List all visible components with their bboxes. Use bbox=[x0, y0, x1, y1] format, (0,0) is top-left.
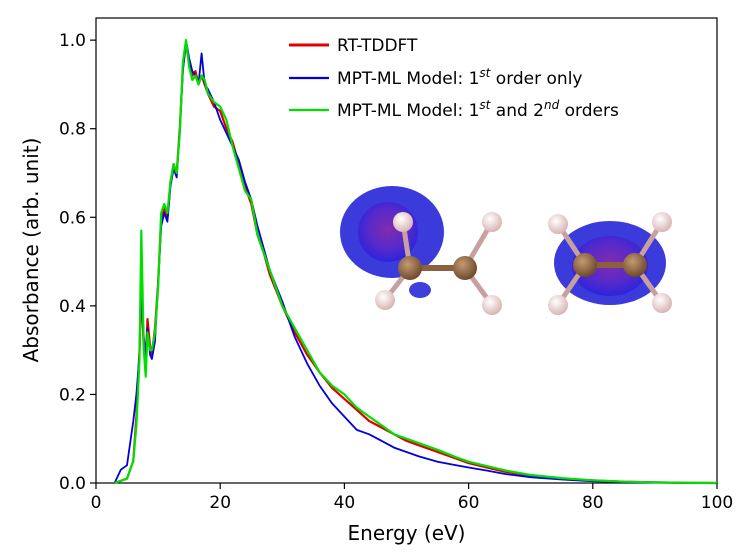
y-tick-label: 0.0 bbox=[59, 474, 86, 494]
series-layer bbox=[113, 39, 718, 485]
molecule-orbital-image-2 bbox=[548, 212, 672, 315]
x-tick-label: 80 bbox=[582, 493, 604, 513]
series-line-mpt-first-second-order bbox=[114, 39, 718, 485]
legend: RT-TDDFT MPT-ML Model: 1st order only MP… bbox=[289, 36, 619, 121]
series-line-mpt-first-order bbox=[113, 39, 718, 484]
x-tick-label: 40 bbox=[334, 493, 356, 513]
legend-label-mpt-first-order: MPT-ML Model: 1st order only bbox=[337, 66, 583, 89]
x-tick-label: 60 bbox=[458, 493, 480, 513]
y-tick-label: 0.6 bbox=[59, 208, 86, 228]
y-tick-label: 0.4 bbox=[59, 297, 86, 317]
legend-label-rt-tddft: RT-TDDFT bbox=[337, 36, 418, 56]
molecule-orbital-image-1 bbox=[340, 186, 502, 315]
y-axis-label: Absorbance (arb. unit) bbox=[19, 138, 43, 363]
plot-frame bbox=[95, 17, 718, 484]
x-tick-label: 20 bbox=[209, 493, 231, 513]
y-axis-ticks: 0.0 0.2 0.4 0.6 0.8 1.0 bbox=[59, 31, 96, 494]
y-tick-label: 0.2 bbox=[59, 385, 86, 405]
x-axis-ticks: 0 20 40 60 80 100 bbox=[91, 483, 733, 513]
y-tick-label: 0.8 bbox=[59, 120, 86, 140]
x-axis-label: Energy (eV) bbox=[348, 521, 466, 545]
x-tick-label: 0 bbox=[91, 493, 102, 513]
y-tick-label: 1.0 bbox=[59, 31, 86, 51]
x-tick-label: 100 bbox=[701, 493, 733, 513]
legend-label-mpt-first-second-order: MPT-ML Model: 1st and 2nd orders bbox=[337, 98, 619, 121]
